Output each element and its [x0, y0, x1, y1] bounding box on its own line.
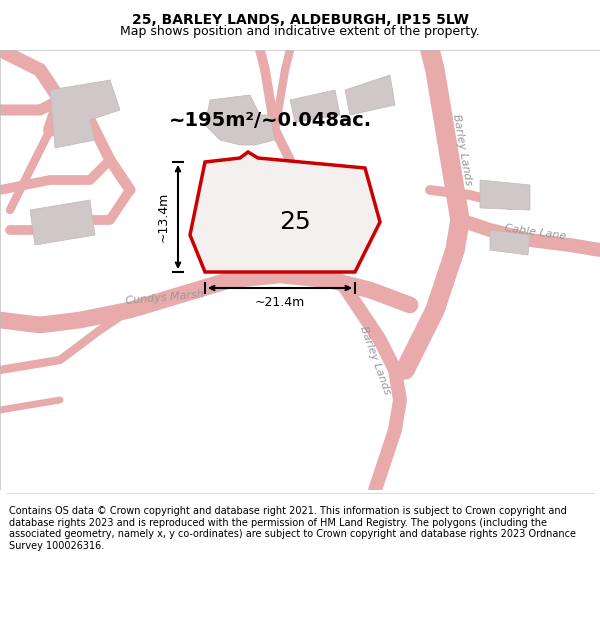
- Text: Cundys Marsh: Cundys Marsh: [125, 289, 205, 306]
- Text: Barley Lands: Barley Lands: [358, 324, 392, 396]
- Text: Map shows position and indicative extent of the property.: Map shows position and indicative extent…: [120, 24, 480, 38]
- Polygon shape: [490, 230, 530, 255]
- Text: Cable Lane: Cable Lane: [503, 222, 566, 241]
- Text: Barley Lands: Barley Lands: [451, 114, 473, 186]
- Text: ~21.4m: ~21.4m: [255, 296, 305, 309]
- Polygon shape: [480, 180, 530, 210]
- Text: 25: 25: [279, 210, 311, 234]
- Text: Contains OS data © Crown copyright and database right 2021. This information is : Contains OS data © Crown copyright and d…: [9, 506, 576, 551]
- Polygon shape: [290, 90, 340, 122]
- Text: ~195m²/~0.048ac.: ~195m²/~0.048ac.: [169, 111, 371, 129]
- Polygon shape: [30, 200, 95, 245]
- Text: 25, BARLEY LANDS, ALDEBURGH, IP15 5LW: 25, BARLEY LANDS, ALDEBURGH, IP15 5LW: [131, 12, 469, 26]
- Polygon shape: [275, 190, 325, 228]
- Polygon shape: [205, 95, 275, 145]
- Polygon shape: [190, 152, 380, 272]
- Text: ~13.4m: ~13.4m: [157, 192, 170, 242]
- Polygon shape: [345, 75, 395, 115]
- Polygon shape: [50, 80, 120, 148]
